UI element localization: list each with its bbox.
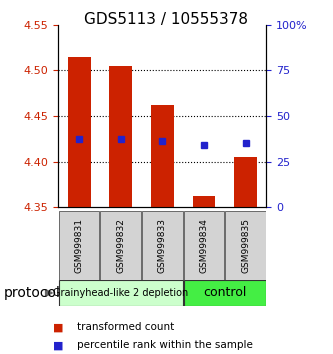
Bar bbox=[192, 196, 215, 207]
Bar bbox=[109, 66, 132, 207]
Text: ■: ■ bbox=[53, 340, 64, 350]
Text: GDS5113 / 10555378: GDS5113 / 10555378 bbox=[85, 12, 248, 27]
Bar bbox=[151, 105, 174, 207]
Text: transformed count: transformed count bbox=[77, 322, 174, 332]
Text: GSM999835: GSM999835 bbox=[241, 218, 250, 273]
Bar bbox=[234, 157, 257, 207]
Bar bbox=[59, 280, 183, 306]
Bar bbox=[100, 211, 141, 280]
Text: GSM999834: GSM999834 bbox=[199, 218, 208, 273]
Text: GSM999833: GSM999833 bbox=[158, 218, 167, 273]
Text: ■: ■ bbox=[53, 322, 64, 332]
Text: GSM999832: GSM999832 bbox=[116, 218, 125, 273]
Bar bbox=[225, 211, 266, 280]
Text: GSM999831: GSM999831 bbox=[75, 218, 84, 273]
Text: protocol: protocol bbox=[3, 286, 60, 300]
Text: Grainyhead-like 2 depletion: Grainyhead-like 2 depletion bbox=[53, 288, 188, 298]
Bar bbox=[183, 280, 266, 306]
Bar bbox=[183, 211, 224, 280]
Text: control: control bbox=[203, 286, 246, 299]
Bar bbox=[59, 211, 100, 280]
Bar bbox=[142, 211, 183, 280]
Bar bbox=[68, 57, 91, 207]
Text: percentile rank within the sample: percentile rank within the sample bbox=[77, 340, 252, 350]
